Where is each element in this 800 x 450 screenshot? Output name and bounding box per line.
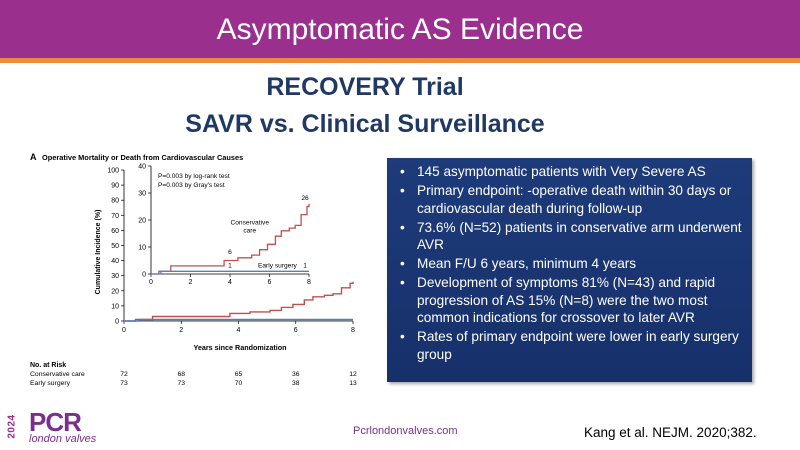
y-axis-label: Cumulative Incidence (%): [95, 210, 102, 295]
at-risk-row-label: Conservative care: [30, 371, 85, 378]
summary-list: 145 asymptomatic patients with Very Seve…: [387, 158, 752, 363]
inset-x-tick-label: 2: [189, 279, 193, 286]
early-surgery-label: Early surgery: [258, 263, 298, 270]
y-tick-label: 80: [111, 198, 119, 205]
trial-heading: RECOVERY Trial: [266, 73, 464, 101]
at-risk-value: 38: [292, 380, 300, 387]
y-tick-label: 60: [111, 228, 119, 235]
inset-plot: 0 10 20 30 40 0 2 4 6 8 P=0.003 by log-rank test P=…: [137, 162, 321, 286]
y-tick-label: 70: [111, 213, 119, 220]
series-line-conservative-care: [124, 281, 354, 322]
inset-x-tick-label: 8: [307, 279, 311, 286]
conservative-mid-count: 6: [228, 249, 232, 256]
citation: Kang et al. NEJM. 2020;382.: [584, 425, 757, 440]
kaplan-meier-figure: A Operative Mortality or Death from Card…: [30, 152, 357, 387]
x-tick-label: 8: [351, 327, 355, 334]
x-tick-label: 6: [294, 327, 298, 334]
y-tick-label: 10: [111, 303, 119, 310]
inset-series-line-early-surgery: [151, 270, 309, 275]
bullet-item: Mean F/U 6 years, minimum 4 years: [400, 255, 744, 273]
y-tick-label: 30: [111, 273, 119, 280]
at-risk-value: 72: [120, 371, 128, 378]
title-banner: [0, 0, 800, 58]
logo-name: PCR: [29, 407, 82, 437]
bullet-item: Primary endpoint: -operative death withi…: [400, 182, 744, 217]
inset-y-tick-label: 30: [138, 191, 146, 198]
at-risk-value: 73: [177, 380, 185, 387]
inset-x-tick-label: 0: [149, 279, 153, 286]
early-end-count: 1: [303, 263, 307, 270]
x-axis-label: Years since Randomization: [193, 343, 286, 352]
conservative-care-label: Conservative: [231, 220, 270, 227]
bullet-item: Rates of primary endpoint were lower in …: [400, 328, 744, 363]
conservative-end-count: 26: [301, 195, 309, 202]
at-risk-value: 65: [235, 371, 243, 378]
inset-x-tick-label: 4: [228, 279, 232, 286]
inset-series-line-conservative-care: [151, 203, 310, 275]
inset-x-tick-label: 6: [268, 279, 272, 286]
y-tick-label: 100: [107, 168, 119, 175]
early-mid-count: 1: [228, 263, 232, 270]
at-risk-table: Conservative care 72 68 65 36 12 Early surgery…: [30, 371, 357, 387]
x-tick-label: 2: [179, 327, 183, 334]
comparison-heading: SAVR vs. Clinical Surveillance: [185, 110, 545, 138]
banner-accent-stripe: [0, 58, 800, 63]
at-risk-value: 13: [349, 380, 357, 387]
at-risk-value: 73: [120, 380, 128, 387]
inset-y-tick-label: 0: [142, 272, 146, 279]
y-tick-label: 90: [111, 183, 119, 190]
at-risk-row-label: Early surgery: [30, 380, 71, 387]
at-risk-value: 68: [177, 371, 185, 378]
website-link[interactable]: Pcrlondonvalves.com: [353, 425, 458, 437]
series-line-early-surgery: [124, 318, 353, 322]
inset-y-tick-label: 20: [138, 218, 146, 225]
grays-test-p-value: P=0.003 by Gray's test: [158, 182, 225, 189]
summary-panel: 145 asymptomatic patients with Very Seve…: [387, 158, 752, 382]
y-tick-label: 0: [115, 319, 119, 326]
at-risk-value: 12: [349, 371, 357, 378]
logo-year: 2024: [6, 414, 18, 439]
panel-label: A: [30, 152, 37, 162]
pcr-logo: 2024 PCR london valves: [7, 407, 122, 446]
inset-y-tick-label: 40: [138, 164, 146, 171]
x-tick-label: 4: [237, 327, 241, 334]
log-rank-p-value: P=0.003 by log-rank test: [158, 173, 230, 180]
x-tick-label: 0: [122, 327, 126, 334]
bullet-item: 145 asymptomatic patients with Very Seve…: [400, 163, 744, 181]
slide-title: Asymptomatic AS Evidence: [216, 13, 584, 46]
conservative-care-label: care: [243, 228, 256, 235]
logo-subtitle: london valves: [29, 433, 97, 445]
y-tick-label: 40: [111, 258, 119, 265]
at-risk-title: No. at Risk: [30, 362, 66, 369]
chart-title: Operative Mortality or Death from Cardio…: [42, 153, 243, 162]
inset-background: [137, 162, 321, 284]
inset-y-tick-label: 10: [138, 245, 146, 252]
bullet-item: Development of symptoms 81% (N=43) and r…: [400, 274, 744, 327]
y-tick-label: 20: [111, 288, 119, 295]
y-tick-label: 50: [111, 243, 119, 250]
at-risk-value: 36: [292, 371, 300, 378]
at-risk-value: 70: [235, 380, 243, 387]
bullet-item: 73.6% (N=52) patients in conservative ar…: [400, 219, 744, 254]
